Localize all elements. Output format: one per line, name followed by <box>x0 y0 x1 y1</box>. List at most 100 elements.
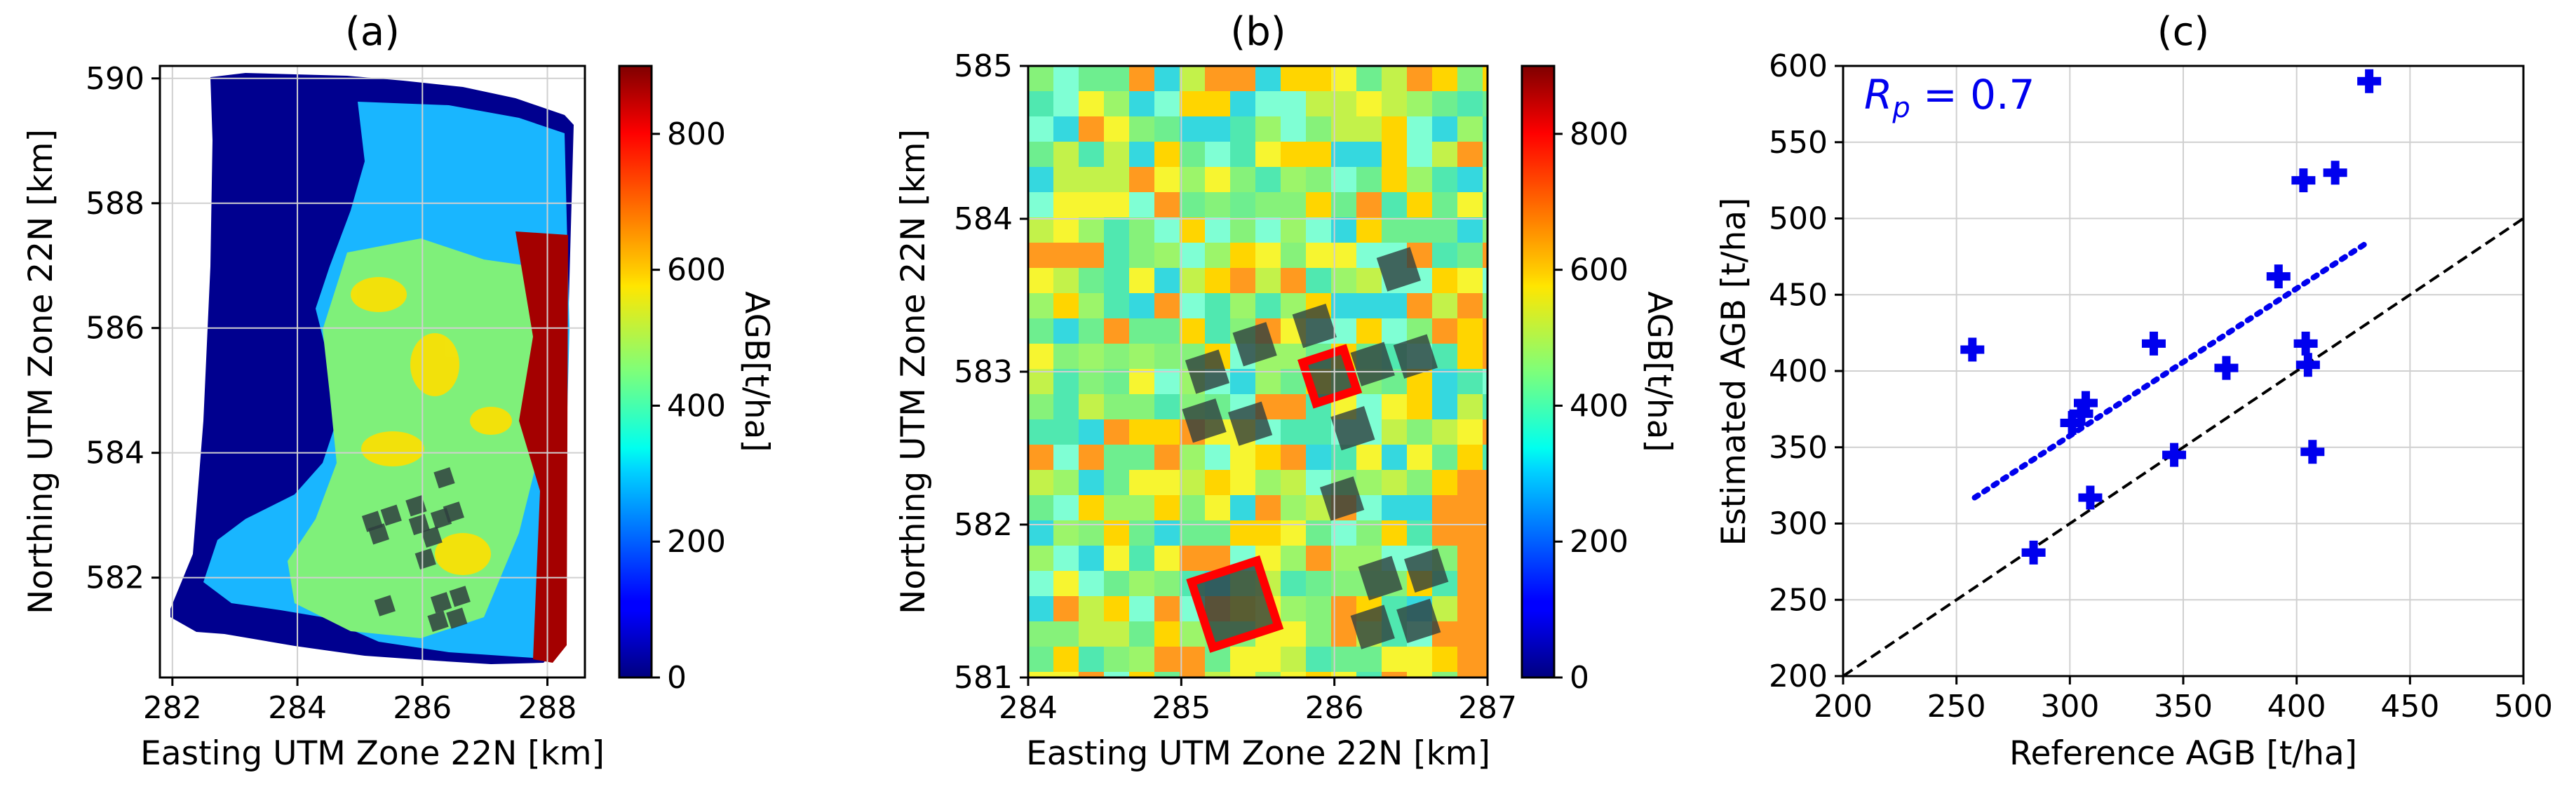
map-cell <box>1104 369 1129 394</box>
map-cell <box>1432 142 1457 167</box>
map-cell <box>1432 672 1457 677</box>
map-cell <box>1230 647 1255 672</box>
map-cell <box>1129 293 1154 318</box>
map-cell <box>1104 647 1129 672</box>
map-cell <box>1356 268 1382 293</box>
map-cell <box>1079 217 1104 243</box>
data-point <box>2357 69 2382 93</box>
map-cell <box>1306 167 1331 192</box>
map-cell <box>1154 647 1180 672</box>
y-tick-label: 600 <box>1769 48 1828 84</box>
map-cell <box>1432 596 1457 621</box>
colorbar-b-label: AGB[t/ha] <box>1640 291 1678 452</box>
map-cell <box>1154 243 1180 268</box>
data-point <box>2291 168 2316 193</box>
x-tick-label: 350 <box>2154 689 2213 724</box>
map-cell <box>1028 116 1053 142</box>
annotation-value: = 0.7 <box>1910 71 2035 119</box>
map-cell <box>1129 394 1154 419</box>
colorbar-tick-label: 0 <box>667 660 687 696</box>
map-cell <box>1104 217 1129 243</box>
ticks-c: 200 250 300 350 400 450 500 200 250 300 350 400 450 5… <box>1769 48 2553 724</box>
map-cell <box>1432 192 1457 217</box>
plot-square <box>408 513 430 536</box>
map-cell <box>1457 167 1483 192</box>
correlation-annotation: Rp = 0.7 <box>1864 71 2035 124</box>
map-cell <box>1331 116 1356 142</box>
annotation-sub: p <box>1891 92 1910 124</box>
map-cell <box>1104 318 1129 344</box>
map-cell <box>1331 91 1356 116</box>
y-tick-label: 350 <box>1769 430 1828 466</box>
map-cell <box>1457 318 1483 344</box>
map-cell <box>1230 495 1255 520</box>
map-cell <box>1457 293 1483 318</box>
map-cell <box>1457 621 1483 647</box>
map-cell <box>1306 142 1331 167</box>
map-cell <box>1104 394 1129 419</box>
map-cell <box>1483 546 1488 571</box>
map-cell <box>1154 318 1180 344</box>
data-point <box>2073 391 2098 415</box>
map-cell <box>1407 167 1432 192</box>
map-cell <box>1205 268 1230 293</box>
map-cell <box>1457 647 1483 672</box>
panel-c-ylabel: Estimated AGB [t/ha] <box>1715 198 1753 546</box>
map-cell <box>1281 647 1306 672</box>
map-cell <box>1053 596 1079 621</box>
map-cell <box>1306 546 1331 571</box>
map-cell <box>1129 142 1154 167</box>
map-cell <box>1180 66 1205 91</box>
map-cell <box>1028 672 1053 677</box>
map-cell <box>1205 116 1230 142</box>
x-tick-label: 300 <box>2040 689 2099 724</box>
map-cell <box>1028 192 1053 217</box>
map-cell <box>1306 217 1331 243</box>
data-point <box>2162 443 2187 467</box>
panel-a-xlabel: Easting UTM Zone 22N [km] <box>140 734 605 773</box>
y-tick-label: 584 <box>86 436 144 471</box>
map-cell <box>1079 495 1104 520</box>
map-cell <box>1053 293 1079 318</box>
map-cell <box>1053 470 1079 495</box>
map-cell <box>1457 470 1483 495</box>
y-tick-label: 450 <box>1769 277 1828 313</box>
map-cell <box>1331 192 1356 217</box>
map-cell <box>1154 91 1180 116</box>
plot-square <box>1292 303 1337 349</box>
map-cell <box>1255 293 1281 318</box>
x-tick-label: 286 <box>393 690 452 726</box>
map-cell <box>1457 268 1483 293</box>
map-cell <box>1028 268 1053 293</box>
map-cell <box>1079 672 1104 677</box>
map-cell <box>1382 419 1407 445</box>
map-cell <box>1028 66 1053 91</box>
map-cell <box>1154 192 1180 217</box>
map-cell <box>1281 495 1306 520</box>
map-cell <box>1306 66 1331 91</box>
map-cell <box>1079 647 1104 672</box>
map-cell <box>1053 167 1079 192</box>
map-cell <box>1079 268 1104 293</box>
map-cell <box>1028 571 1053 596</box>
colorbar-a-label: AGB[t/ha] <box>737 291 776 452</box>
map-cell <box>1483 167 1488 192</box>
map-cell <box>1230 672 1255 677</box>
map-cell <box>1180 116 1205 142</box>
map-cell <box>1331 621 1356 647</box>
map-cell <box>1230 445 1255 470</box>
map-cell <box>1306 192 1331 217</box>
plot-square <box>1350 342 1395 386</box>
map-cell <box>1281 596 1306 621</box>
plot-square <box>446 607 468 629</box>
map-cell <box>1053 192 1079 217</box>
map-cell <box>1483 318 1488 344</box>
map-cell <box>1255 470 1281 495</box>
map-cell <box>1432 394 1457 419</box>
data-point <box>2060 410 2084 435</box>
map-cell <box>1306 621 1331 647</box>
map-cell <box>1104 495 1129 520</box>
map-cell <box>1281 192 1306 217</box>
map-cell <box>1432 647 1457 672</box>
x-tick-label: 400 <box>2267 689 2326 724</box>
